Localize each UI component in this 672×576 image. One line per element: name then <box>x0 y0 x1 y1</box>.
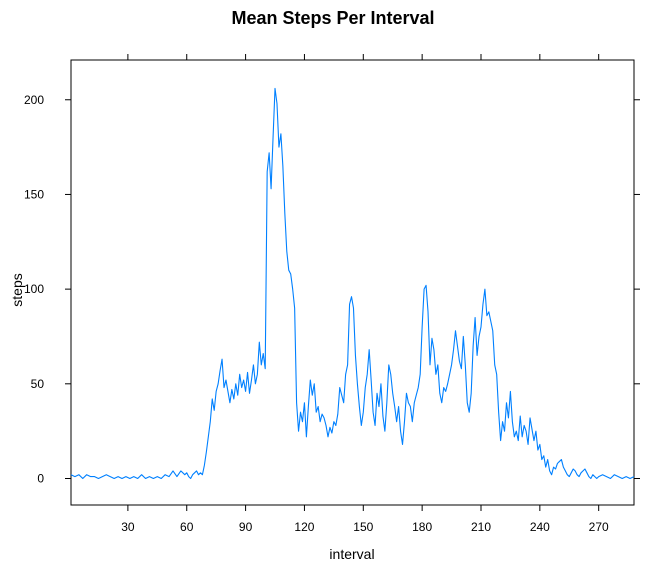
axis-ticks: 30 60 90 120 150 180 210 240 270 0 50 100 150 200 <box>24 54 640 534</box>
x-axis-label: interval <box>329 546 374 562</box>
x-tick-label: 60 <box>180 520 194 534</box>
x-tick-label: 120 <box>294 520 314 534</box>
y-tick-label: 150 <box>24 187 44 201</box>
chart-title: Mean Steps Per Interval <box>231 8 434 28</box>
x-tick-label: 240 <box>530 520 550 534</box>
series-layer <box>70 87 635 480</box>
y-tick-label: 50 <box>31 377 45 391</box>
x-tick-label: 30 <box>121 520 135 534</box>
y-axis-label: steps <box>9 273 25 306</box>
x-tick-label: 150 <box>353 520 373 534</box>
y-tick-label: 100 <box>24 282 44 296</box>
y-tick-label: 200 <box>24 93 44 107</box>
x-tick-label: 90 <box>239 520 253 534</box>
series-line-0 <box>70 87 635 480</box>
y-tick-label: 0 <box>37 471 44 485</box>
x-tick-label: 180 <box>412 520 432 534</box>
x-tick-label: 210 <box>471 520 491 534</box>
plot-frame <box>70 59 635 506</box>
x-tick-label: 270 <box>589 520 609 534</box>
